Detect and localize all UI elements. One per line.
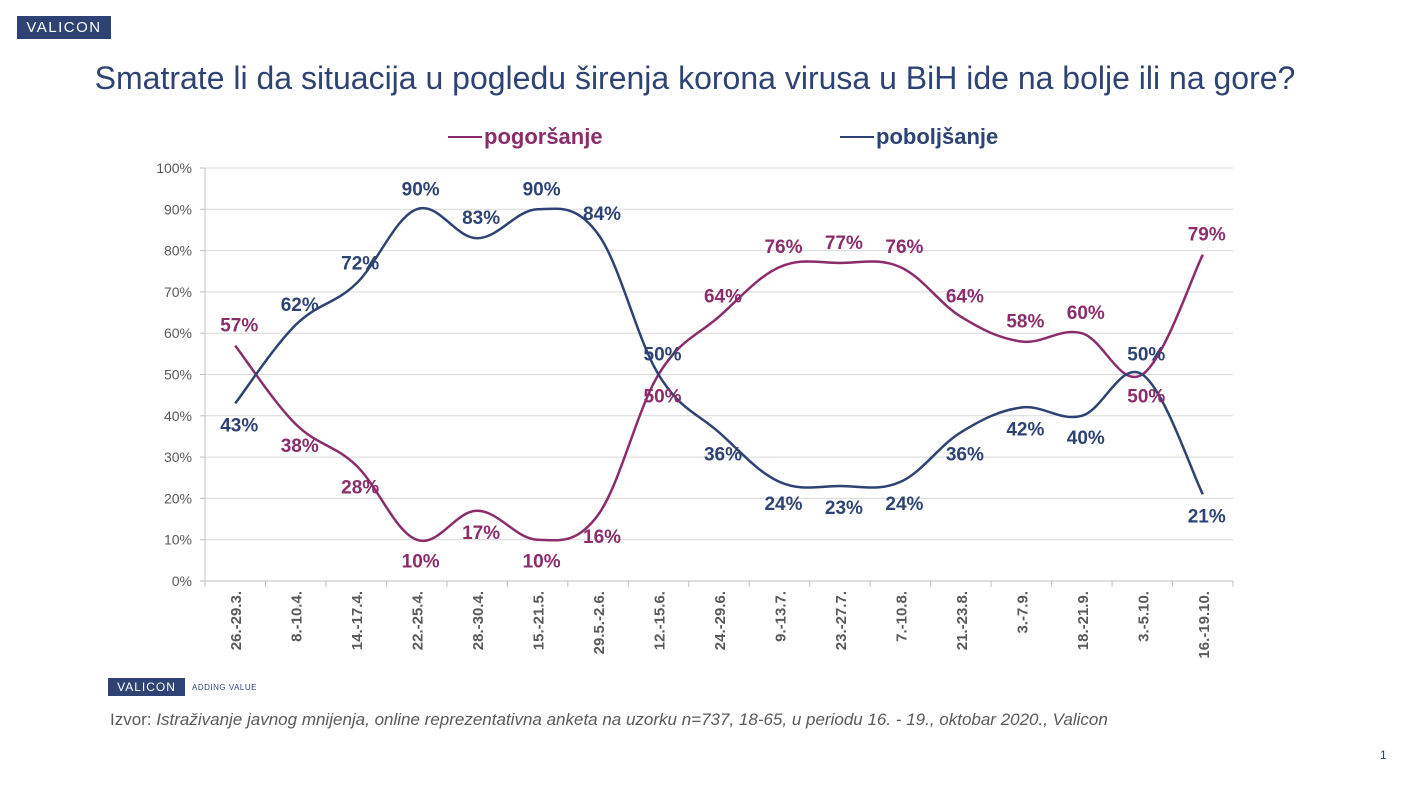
page-number: 1	[1380, 748, 1387, 762]
x-tick-label: 8.-10.4.	[289, 591, 306, 642]
data-label: 90%	[402, 179, 440, 200]
data-label: 50%	[1127, 345, 1165, 366]
data-label: 10%	[523, 552, 561, 573]
y-tick-label: 0%	[172, 573, 192, 589]
y-tick-label: 70%	[164, 284, 192, 300]
series-line-poboljsanje	[234, 206, 1204, 495]
data-label: 76%	[764, 237, 802, 258]
x-tick-label: 15.-21.5.	[531, 591, 548, 650]
footer-logo: VALICON ADDING VALUE	[108, 678, 257, 696]
y-tick-label: 80%	[164, 243, 192, 259]
data-label: 79%	[1188, 225, 1226, 246]
y-tick-label: 30%	[164, 449, 192, 465]
legend-label: poboljšanje	[876, 124, 998, 149]
data-label: 40%	[1067, 428, 1105, 449]
data-label: 62%	[281, 295, 319, 316]
x-tick-label: 22.-25.4.	[410, 591, 427, 650]
data-label: 50%	[1127, 387, 1165, 408]
x-tick-label: 28.-30.4.	[470, 591, 487, 650]
data-label: 57%	[220, 316, 258, 337]
x-tick-label: 21.-23.8.	[954, 591, 971, 650]
data-label: 50%	[644, 345, 682, 366]
data-label: 17%	[462, 523, 500, 544]
page-title: Smatrate li da situacija u pogledu širen…	[94, 60, 1296, 96]
source-text: Istraživanje javnog mnijenja, online rep…	[156, 710, 1108, 729]
x-tick-label: 23.-27.7.	[833, 591, 850, 650]
data-label: 60%	[1067, 303, 1105, 324]
data-label: 64%	[704, 287, 742, 308]
data-label: 10%	[402, 552, 440, 573]
series-line-pogorsanje	[234, 254, 1204, 543]
valicon-logo: VALICON	[17, 16, 111, 39]
data-label: 64%	[946, 287, 984, 308]
x-tick-label: 12.-15.6.	[652, 591, 669, 650]
data-label: 84%	[583, 204, 621, 225]
data-label: 24%	[764, 494, 802, 515]
data-label: 77%	[825, 233, 863, 254]
data-label: 43%	[220, 415, 258, 436]
x-tick-label: 26.-29.3.	[228, 591, 245, 650]
data-label: 28%	[341, 477, 379, 498]
data-label: 50%	[644, 387, 682, 408]
x-tick-label: 24.-29.6.	[712, 591, 729, 650]
y-tick-label: 20%	[164, 490, 192, 506]
y-tick-label: 90%	[164, 201, 192, 217]
y-tick-label: 60%	[164, 325, 192, 341]
legend-label: pogoršanje	[484, 124, 603, 149]
y-tick-label: 40%	[164, 408, 192, 424]
data-label: 36%	[704, 444, 742, 465]
x-tick-label: 18.-21.9.	[1075, 591, 1092, 650]
data-label: 42%	[1006, 420, 1044, 441]
data-label: 23%	[825, 498, 863, 519]
y-tick-label: 100%	[156, 160, 192, 176]
source-note: Izvor: Istraživanje javnog mnijenja, onl…	[110, 710, 1108, 730]
y-tick-label: 10%	[164, 532, 192, 548]
x-tick-label: 16.-19.10.	[1196, 591, 1213, 659]
data-label: 58%	[1006, 311, 1044, 332]
x-tick-label: 3.-7.9.	[1014, 591, 1031, 634]
x-tick-label: 7.-10.8.	[893, 591, 910, 642]
data-label: 38%	[281, 436, 319, 457]
y-tick-label: 50%	[164, 367, 192, 383]
data-label: 36%	[946, 444, 984, 465]
data-label: 72%	[341, 254, 379, 275]
data-label: 24%	[885, 494, 923, 515]
data-label: 16%	[583, 527, 621, 548]
x-tick-label: 9.-13.7.	[772, 591, 789, 642]
x-tick-label: 29.5.-2.6.	[591, 591, 608, 654]
x-tick-label: 14.-17.4.	[349, 591, 366, 650]
data-label: 83%	[462, 208, 500, 229]
x-tick-label: 3.-5.10.	[1135, 591, 1152, 642]
source-label: Izvor:	[110, 710, 152, 729]
footer-logo-box: VALICON	[108, 678, 185, 696]
footer-tagline: ADDING VALUE	[192, 682, 257, 692]
data-label: 76%	[885, 237, 923, 258]
data-label: 90%	[523, 179, 561, 200]
data-label: 21%	[1188, 506, 1226, 527]
